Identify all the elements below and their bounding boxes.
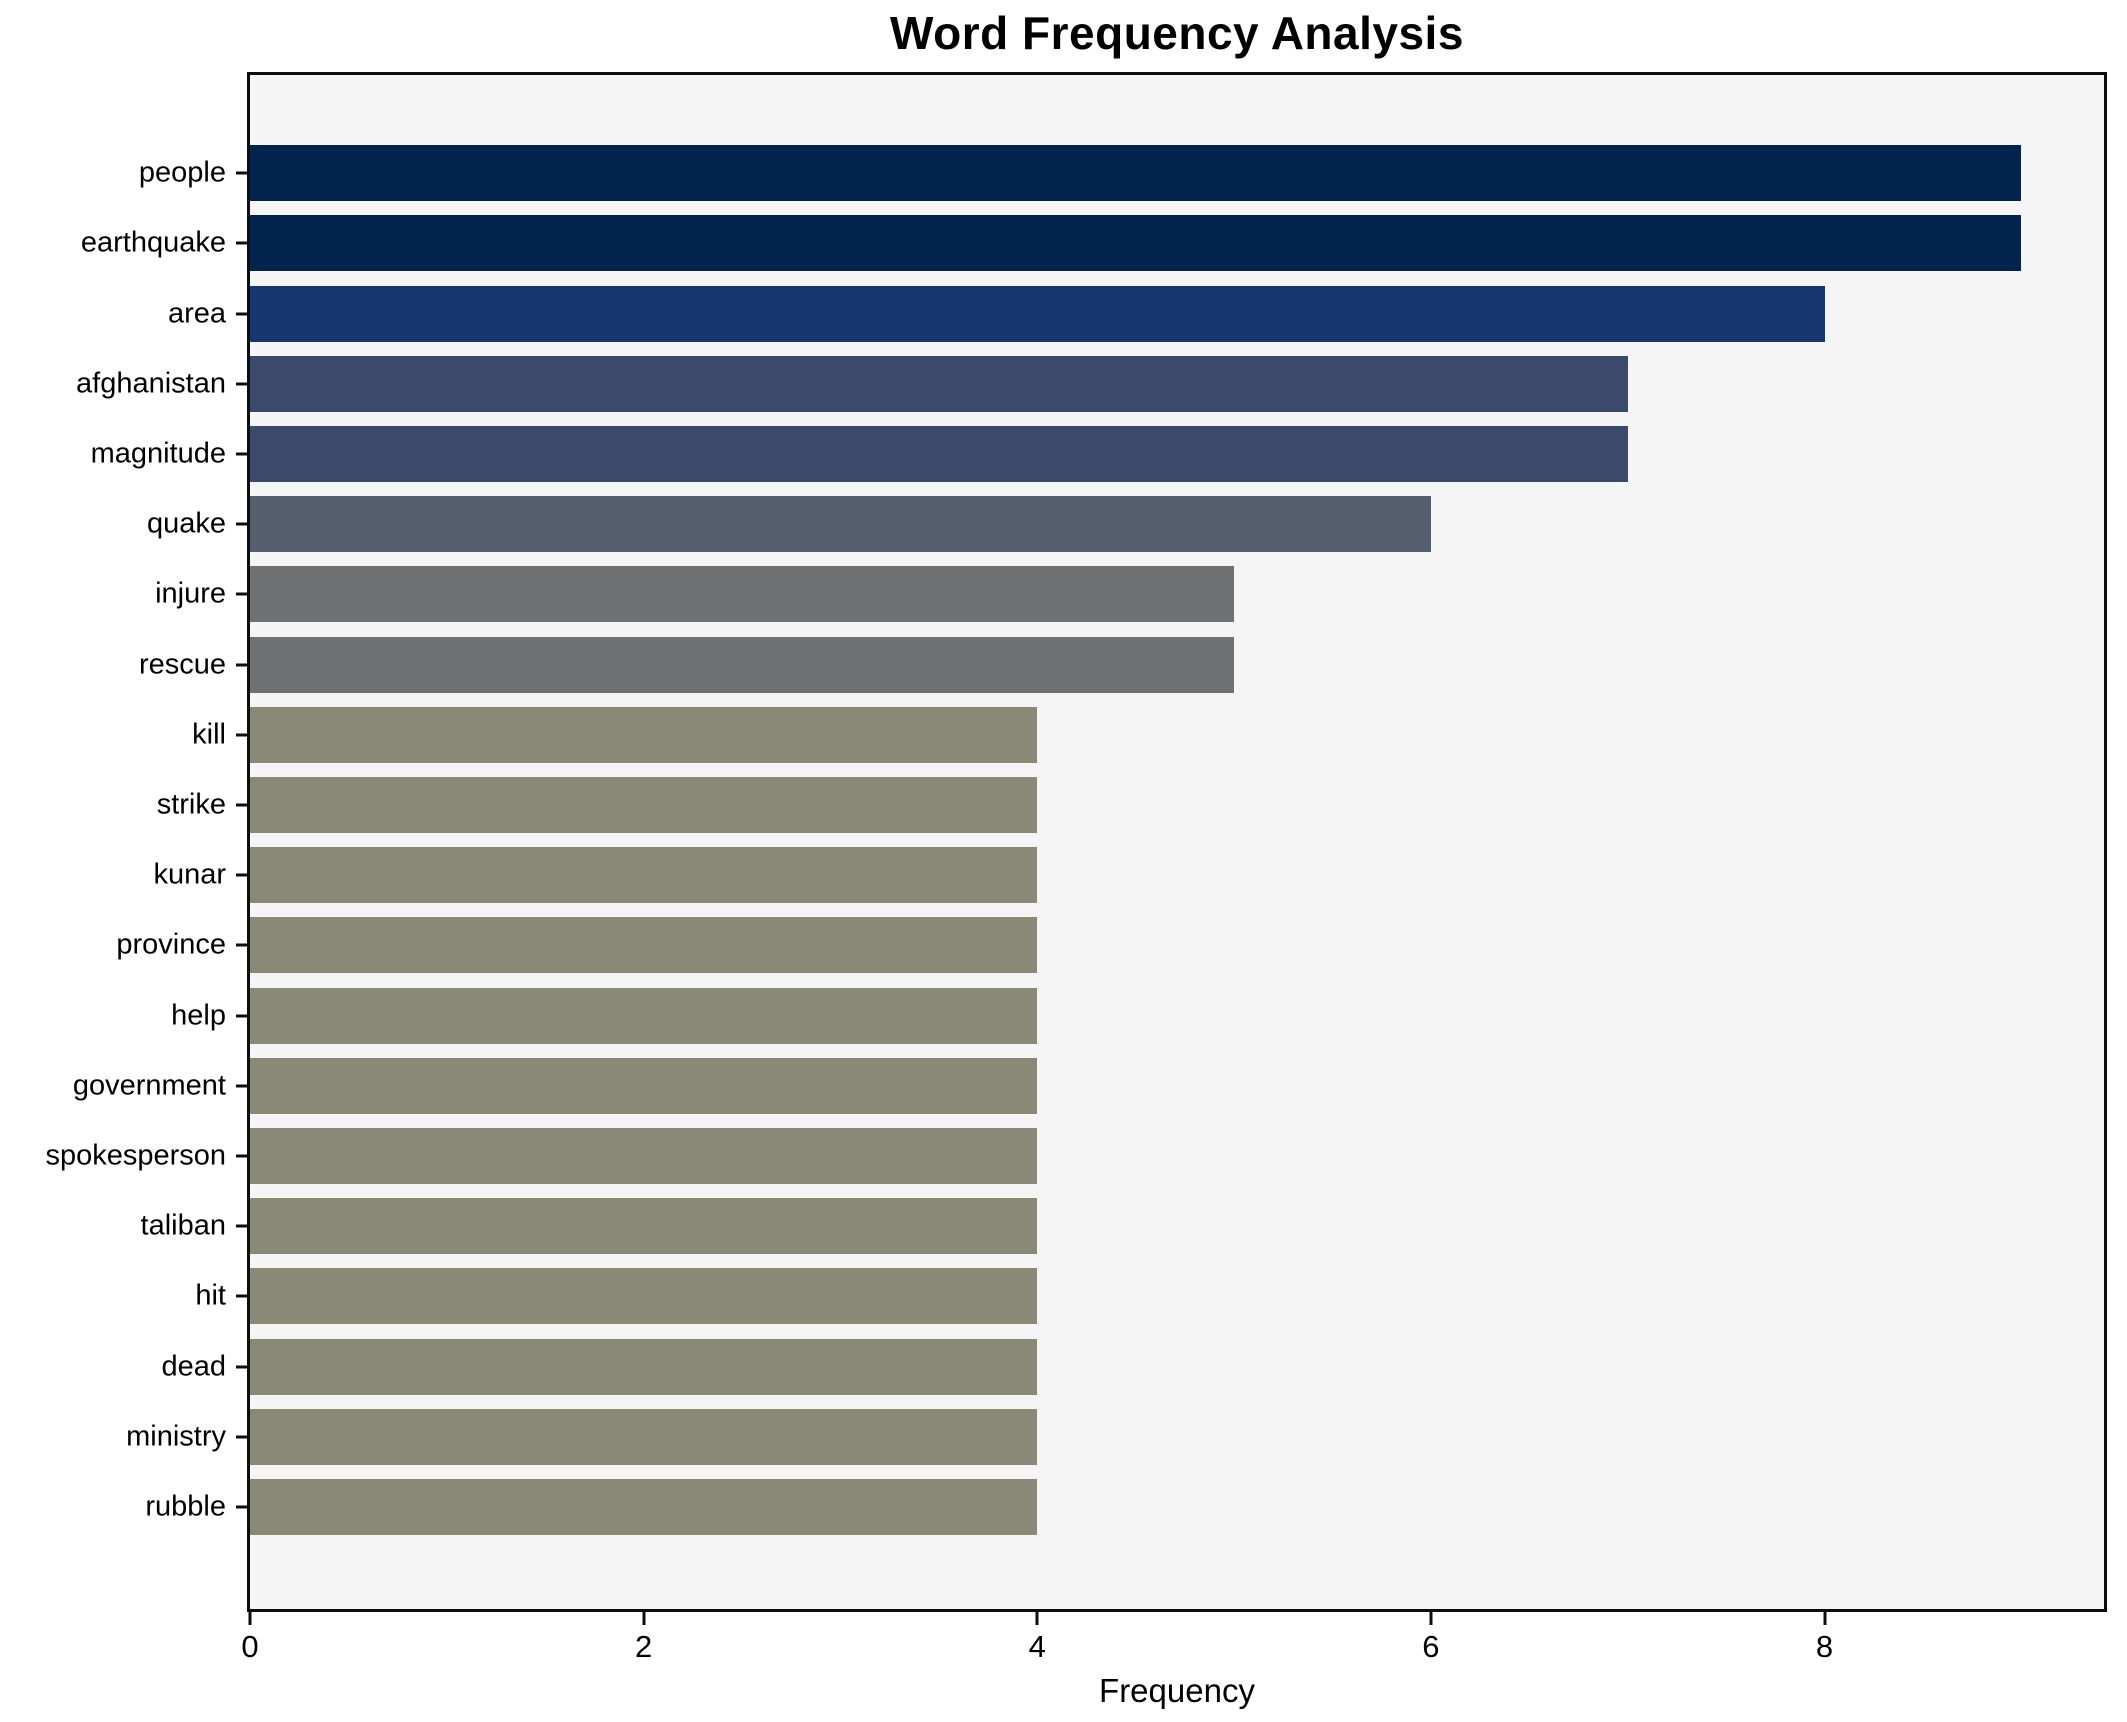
bar-row: spokesperson: [45, 1121, 2104, 1191]
x-axis-label: Frequency: [1099, 1672, 1255, 1709]
bar-row: province: [116, 910, 2104, 980]
bar: [250, 145, 2022, 202]
y-tick-mark: [236, 312, 247, 315]
y-tick-label: dead: [161, 1350, 226, 1383]
x-tick-mark: [1429, 1612, 1433, 1625]
y-tick-label: help: [171, 999, 226, 1032]
bar-row: afghanistan: [76, 349, 2104, 419]
bar-row: people: [139, 138, 2104, 208]
y-tick-mark: [236, 1154, 247, 1158]
y-tick-mark: [236, 873, 247, 877]
y-tick-label: spokesperson: [45, 1139, 226, 1172]
y-tick-mark: [236, 1014, 247, 1018]
x-tick-mark: [1035, 1612, 1039, 1625]
x-tick-label: 2: [635, 1629, 653, 1664]
y-tick-label: afghanistan: [76, 367, 226, 400]
bar: [250, 1478, 1038, 1535]
bar: [250, 1057, 1038, 1114]
y-tick-label: rescue: [138, 648, 226, 681]
x-tick-mark: [642, 1612, 646, 1625]
y-tick-label: kunar: [153, 858, 226, 891]
y-tick-label: earthquake: [80, 226, 226, 259]
y-tick-label: government: [72, 1069, 226, 1102]
bar-row: help: [171, 980, 2104, 1050]
bar-row: area: [168, 278, 2104, 348]
y-tick-label: strike: [156, 788, 226, 821]
y-tick-mark: [236, 1365, 247, 1369]
y-tick-mark: [236, 733, 247, 737]
bar: [250, 215, 2022, 272]
bar: [250, 1408, 1038, 1465]
plot-area: people earthquake area afghanistan magnitude…: [45, 72, 2107, 1664]
bar-row: strike: [157, 770, 2104, 840]
bar-rows: people earthquake area afghanistan magnitude…: [45, 138, 2104, 1542]
y-tick-mark: [236, 382, 247, 386]
bar: [250, 285, 1825, 342]
bar: [250, 987, 1038, 1044]
bar: [250, 847, 1038, 904]
bar: [250, 496, 1431, 553]
y-tick-mark: [236, 943, 247, 947]
bar-row: hit: [195, 1261, 2104, 1331]
x-tick-label: 8: [1815, 1629, 1834, 1664]
y-tick-mark: [236, 452, 247, 456]
bar-row: earthquake: [81, 208, 2104, 278]
bar: [250, 636, 1235, 693]
y-tick-label: rubble: [145, 1490, 226, 1523]
bar: [250, 917, 1038, 974]
bar: [250, 1268, 1038, 1325]
y-tick-label: injure: [155, 577, 226, 610]
y-tick-mark: [236, 522, 247, 526]
y-tick-mark: [236, 803, 247, 807]
y-tick-label: ministry: [126, 1420, 226, 1453]
bar: [250, 776, 1038, 833]
bar-row: kill: [192, 700, 2104, 770]
y-tick-mark: [236, 1224, 247, 1228]
bar: [250, 425, 1628, 482]
bar: [250, 1338, 1038, 1395]
bar: [250, 706, 1038, 763]
y-tick-label: people: [138, 156, 226, 189]
x-tick-label: 0: [241, 1629, 259, 1664]
bar-row: rubble: [145, 1472, 2104, 1542]
y-tick-label: magnitude: [90, 437, 226, 470]
bar-row: ministry: [126, 1402, 2104, 1472]
y-tick-mark: [236, 1435, 247, 1439]
x-tick-mark: [248, 1612, 252, 1625]
bar-row: taliban: [141, 1191, 2104, 1261]
bar-row: dead: [161, 1331, 2104, 1401]
bar: [250, 566, 1235, 623]
bar-row: injure: [155, 559, 2104, 629]
y-tick-label: area: [167, 297, 226, 329]
y-tick-mark: [236, 1084, 247, 1088]
y-tick-label: kill: [192, 718, 226, 751]
bar: [250, 1198, 1038, 1255]
bar: [250, 355, 1628, 412]
chart-title: Word Frequency Analysis: [890, 7, 1464, 59]
y-tick-mark: [236, 592, 247, 596]
bar-row: kunar: [153, 840, 2104, 910]
y-tick-label: hit: [195, 1279, 226, 1312]
y-tick-mark: [236, 1505, 247, 1509]
bar-row: quake: [147, 489, 2104, 559]
y-tick-mark: [236, 171, 247, 175]
x-tick-label: 6: [1422, 1629, 1440, 1664]
y-tick-label: quake: [146, 507, 226, 540]
y-tick-label: taliban: [140, 1209, 226, 1242]
bar-row: government: [73, 1051, 2104, 1121]
y-tick-mark: [236, 241, 247, 245]
x-tick-mark: [1823, 1612, 1827, 1625]
bar: [250, 1127, 1038, 1184]
x-tick-label: 4: [1028, 1629, 1046, 1664]
bar-row: magnitude: [91, 419, 2104, 489]
y-tick-label: province: [116, 928, 226, 961]
bar-row: rescue: [139, 629, 2104, 699]
y-tick-mark: [236, 1294, 247, 1298]
y-tick-mark: [236, 663, 247, 667]
